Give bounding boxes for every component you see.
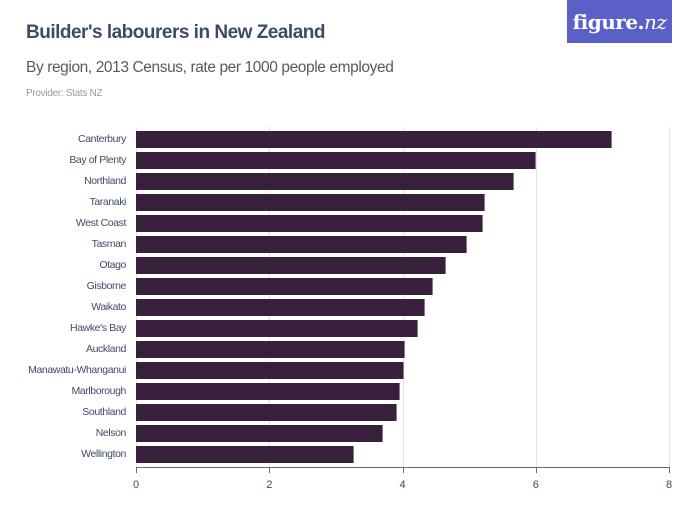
category-label: Marlborough (71, 385, 126, 397)
category-label: Auckland (86, 343, 126, 355)
category-label: Tasman (91, 238, 127, 250)
bar[interactable] (136, 446, 354, 463)
gridline (402, 127, 404, 467)
category-label: Wellington (81, 448, 126, 460)
bar[interactable] (136, 362, 404, 379)
bar[interactable] (136, 404, 398, 421)
category-label: Waikato (91, 301, 126, 313)
figure-nz-logo[interactable]: figure. nz (567, 0, 672, 43)
category-label: Canterbury (78, 133, 126, 145)
bar[interactable] (136, 320, 418, 337)
gridline (535, 127, 537, 467)
provider-label: Provider: Stats NZ (26, 88, 103, 99)
gridline (269, 127, 271, 467)
x-tick (269, 467, 271, 473)
gridline (136, 127, 137, 467)
x-tick (402, 467, 404, 473)
bar[interactable] (136, 152, 537, 169)
chart-title: Builder's labourers in New Zealand (26, 22, 326, 43)
bar[interactable] (136, 236, 468, 253)
x-tick-label: 8 (665, 479, 673, 491)
category-label: Northland (84, 175, 126, 187)
bar[interactable] (136, 257, 446, 274)
x-tick (535, 467, 537, 473)
category-label: Bay of Plenty (69, 154, 126, 166)
logo-text: figure. (572, 9, 645, 34)
bar[interactable] (136, 194, 486, 211)
bar[interactable] (136, 173, 515, 190)
bar[interactable] (136, 131, 613, 148)
category-label: Hawke's Bay (70, 322, 126, 334)
plot-area (136, 127, 670, 467)
x-tick (136, 467, 137, 473)
bar[interactable] (136, 341, 406, 358)
category-label: Manawatu-Whanganui (28, 364, 126, 376)
logo-nz-text: nz (644, 9, 667, 34)
bar[interactable] (136, 278, 434, 295)
category-label: Southland (82, 406, 126, 418)
x-tick-label: 4 (399, 479, 406, 491)
chart-subtitle: By region, 2013 Census, rate per 1000 pe… (26, 59, 394, 76)
category-label: Gisborne (86, 280, 127, 292)
x-tick-label: 2 (266, 479, 273, 491)
x-tick (669, 467, 670, 473)
x-tick-label: 0 (132, 479, 140, 491)
bar[interactable] (136, 425, 384, 442)
bar[interactable] (136, 215, 484, 232)
category-label: Otago (99, 259, 126, 271)
category-label: West Coast (75, 217, 126, 229)
bar[interactable] (136, 383, 400, 400)
category-label: Taranaki (89, 196, 127, 208)
category-label: Nelson (95, 427, 127, 439)
gridline (669, 127, 670, 467)
x-tick-label: 6 (532, 479, 539, 491)
bar[interactable] (136, 299, 426, 316)
